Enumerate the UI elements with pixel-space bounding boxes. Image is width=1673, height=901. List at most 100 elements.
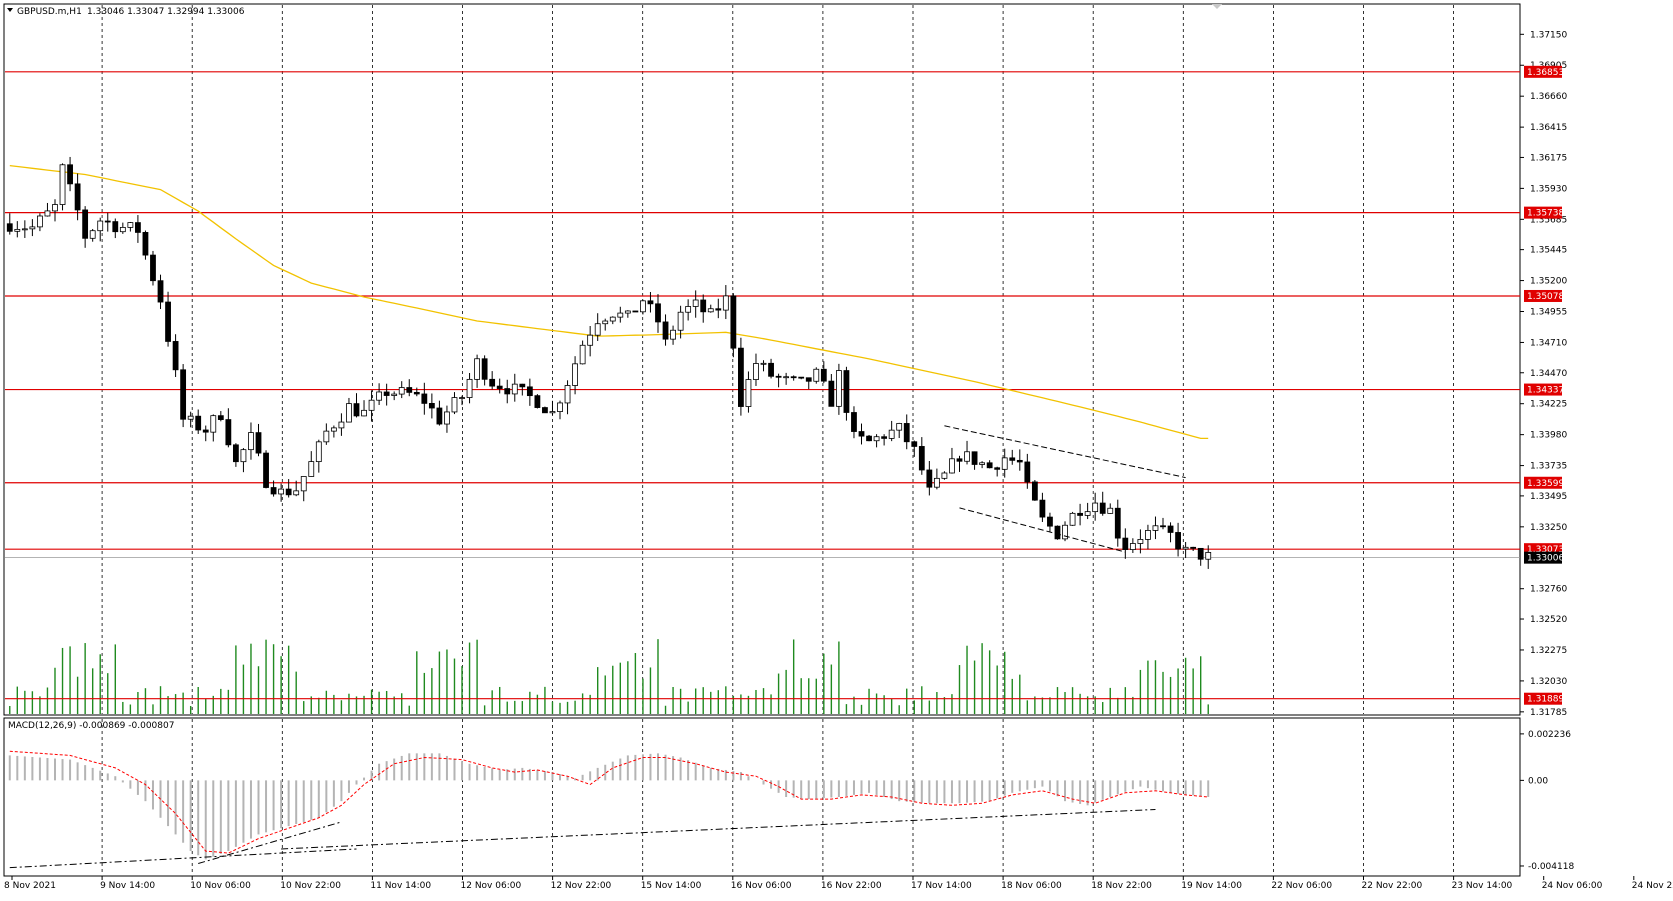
candle [142,230,149,260]
price-tick-label: 1.32275 [1530,646,1567,656]
candle [617,306,624,323]
candle [707,304,714,313]
price-tick-label: 1.32520 [1530,615,1567,625]
channel-line[interactable] [944,425,1186,479]
candle [994,466,1001,477]
price-tick-label: 1.33735 [1530,462,1567,472]
candle [1016,449,1023,471]
time-tick-label: 9 Nov 14:00 [100,881,155,891]
time-tick-label: 19 Nov 14:00 [1181,881,1242,891]
candle [104,212,111,232]
candle [979,461,986,469]
candle [609,316,616,325]
candle [926,461,933,496]
candle [1001,448,1008,478]
candle [956,455,963,472]
candle [579,340,586,365]
time-tick-label: 16 Nov 06:00 [731,881,792,891]
price-tick-label: 1.34955 [1530,308,1567,318]
macd-plot-frame [3,717,1521,877]
ohlc-readout: 1.33046 1.33047 1.32994 1.33006 [87,7,245,17]
candle [753,353,759,386]
macd-trend-line[interactable] [9,848,357,869]
candle [873,434,880,448]
candle [843,366,850,421]
candle [82,206,89,248]
macd-tick-label: 0.002236 [1528,730,1571,740]
price-tick-label: 1.33495 [1530,492,1567,502]
candle [165,291,171,347]
current-price-label: 1.33006 [1527,554,1564,564]
candle [783,372,790,385]
candle [866,434,872,442]
candle [738,337,744,416]
candle [300,476,307,502]
candle [1182,541,1189,559]
candle [278,483,285,502]
candle [542,406,548,414]
candle [202,425,209,442]
triangle-down-icon[interactable] [7,8,13,12]
candle [1031,479,1038,501]
candle [851,406,857,439]
price-tick-label: 1.36660 [1530,92,1567,102]
candle [647,291,654,313]
time-tick-label: 18 Nov 06:00 [1001,881,1062,891]
candle [391,391,398,401]
time-tick-label: 23 Nov 14:00 [1452,881,1513,891]
candle [270,480,277,497]
time-tick-label: 24 Nov 06:00 [1542,881,1603,891]
candle [496,378,503,394]
price-tick-label: 1.32760 [1530,585,1567,595]
candle [722,285,729,320]
time-tick-label: 8 Nov 2021 [4,881,56,891]
candle [459,395,465,406]
candle [903,414,910,450]
level-price-tag [1524,289,1562,302]
candle [858,423,865,445]
candle [52,199,58,222]
candle [798,376,805,380]
horizontal-levels[interactable] [5,71,1520,700]
candle [353,393,360,418]
candle [790,375,797,381]
candle [338,413,345,436]
candle [685,299,692,321]
candle [933,468,940,490]
candle [715,298,722,319]
macd-trend-line[interactable] [281,808,1156,850]
channel-lines[interactable] [944,425,1186,553]
candle [37,213,43,232]
macd-trend-lines[interactable] [9,808,1156,869]
candle [911,440,918,457]
candle [745,371,752,413]
candle [293,480,300,497]
candle [986,460,993,469]
level-price-label: 1.34337 [1527,386,1564,396]
main-plot-frame [3,3,1521,716]
candle [602,318,609,331]
candle [180,364,187,428]
level-price-tag [1524,65,1562,78]
candle [730,293,737,358]
candle [398,381,405,399]
candle [330,425,337,438]
scroll-marker-icon[interactable] [1212,4,1222,9]
candle [1122,528,1129,559]
candle [59,163,66,211]
candle [572,356,578,395]
candle [835,363,842,415]
level-price-tag [1524,206,1562,219]
channel-line[interactable] [959,507,1126,553]
macd-tick-label: 0.00 [1528,776,1548,786]
price-tick-label: 1.34225 [1530,400,1567,410]
macd-trend-line[interactable] [198,821,342,865]
candle [813,367,820,384]
candle [248,422,254,460]
candle [964,440,970,465]
level-price-label: 1.33073 [1527,545,1564,555]
candle [97,217,104,242]
price-tick-label: 1.32030 [1530,677,1567,687]
